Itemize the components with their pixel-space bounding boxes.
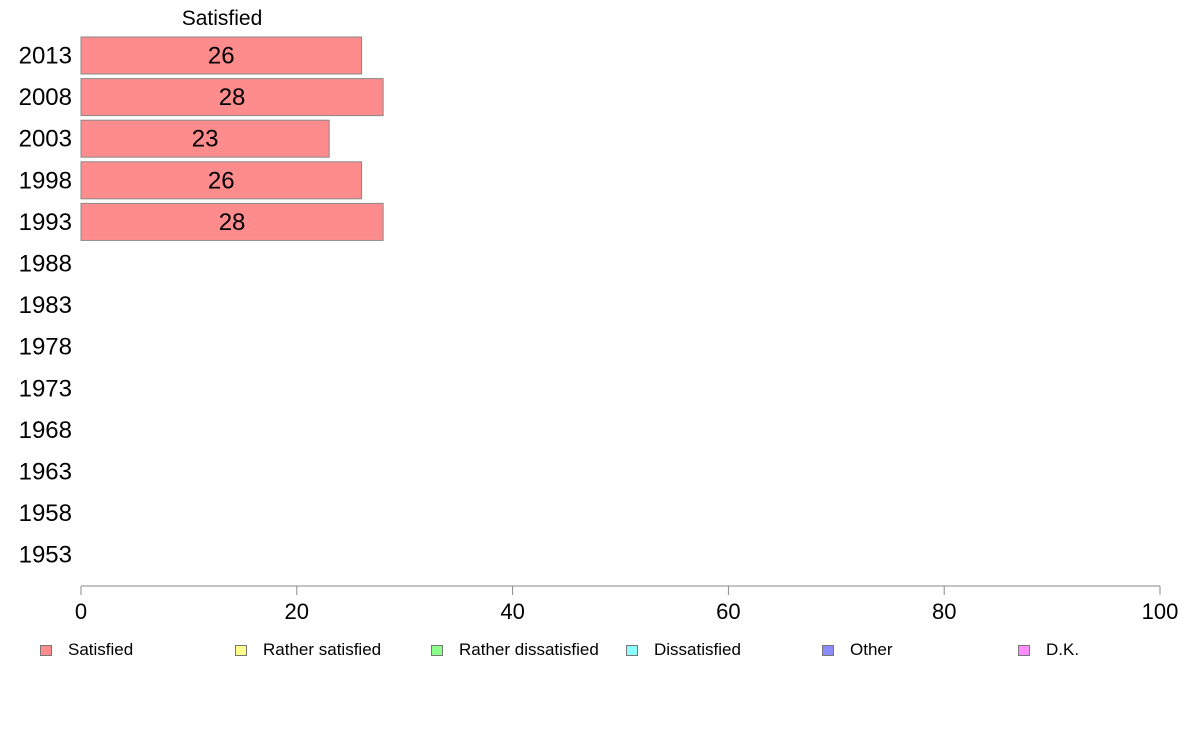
legend-label: D.K. xyxy=(1046,640,1080,659)
category-label: 2003 xyxy=(19,126,72,153)
category-label: 1998 xyxy=(19,167,72,194)
category-label: 1963 xyxy=(19,459,72,486)
legend-label: Rather satisfied xyxy=(263,640,382,659)
legend-item: D.K. xyxy=(1018,638,1079,662)
category-label: 1978 xyxy=(19,334,72,361)
bar-value-label: 28 xyxy=(219,84,246,111)
category-label: 1993 xyxy=(19,209,72,236)
x-tick-label: 100 xyxy=(1142,599,1179,624)
legend-item: Rather satisfied xyxy=(235,638,381,662)
bar xyxy=(80,119,330,158)
x-tick-label: 40 xyxy=(500,599,524,624)
x-tick-label: 60 xyxy=(716,599,740,624)
category-label: 1958 xyxy=(19,500,72,527)
bar xyxy=(80,202,384,241)
bar-value-label: 26 xyxy=(208,43,235,70)
category-label: 2013 xyxy=(19,43,72,70)
series-header: Satisfied xyxy=(182,7,263,30)
legend-swatch xyxy=(1018,644,1030,656)
category-labels: 2013 2008 2003 1998 1993 1988 1983 1978 1973 1968… xyxy=(19,43,72,569)
category-label: 1953 xyxy=(19,542,72,569)
bar-value-label: 26 xyxy=(208,167,235,194)
category-label: 1983 xyxy=(19,292,72,319)
category-label: 1973 xyxy=(19,375,72,402)
bar-value-label: 28 xyxy=(219,209,246,236)
x-tick-label: 80 xyxy=(932,599,956,624)
legend-swatch xyxy=(431,644,443,656)
legend-swatch xyxy=(235,644,247,656)
bars xyxy=(80,36,384,241)
legend-item: Satisfied xyxy=(40,638,133,662)
legend-label: Satisfied xyxy=(68,640,134,659)
legend-swatch xyxy=(40,644,52,656)
bar xyxy=(80,36,363,75)
legend-label: Other xyxy=(850,640,893,659)
category-label: 1988 xyxy=(19,251,72,278)
legend-swatch xyxy=(822,644,834,656)
bar xyxy=(80,161,363,200)
legend-item: Dissatisfied xyxy=(626,638,741,662)
bar-value-label: 23 xyxy=(192,126,219,153)
legend: Satisfied Rather satisfied Rather dissatis… xyxy=(0,638,1188,662)
legend-label: Dissatisfied xyxy=(654,640,741,659)
category-label: 1968 xyxy=(19,417,72,444)
legend-label: Rather dissatisfied xyxy=(459,640,599,659)
x-tick-label: 0 xyxy=(75,599,87,624)
x-axis: 0 20 40 60 80 100 xyxy=(75,585,1179,624)
legend-item: Rather dissatisfied xyxy=(431,638,599,662)
x-tick-label: 20 xyxy=(285,599,309,624)
legend-item: Other xyxy=(822,638,893,662)
bar xyxy=(80,78,384,117)
legend-swatch xyxy=(626,644,638,656)
category-label: 2008 xyxy=(19,84,72,111)
